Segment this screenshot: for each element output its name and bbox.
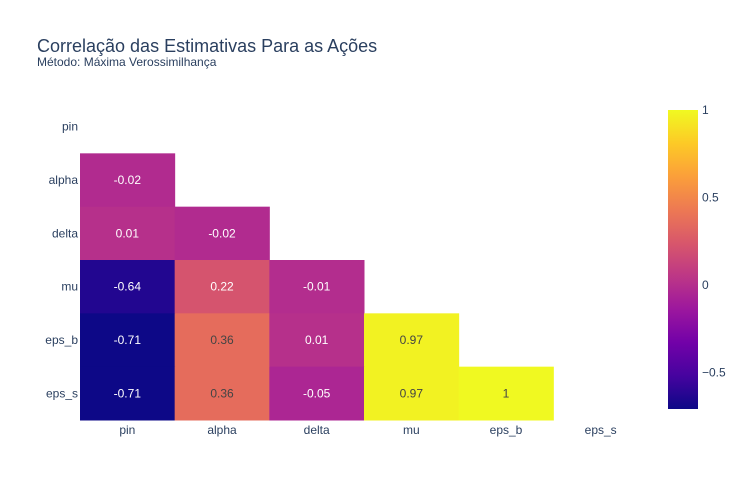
heatmap-cell	[80, 153, 176, 208]
cell-value-label: 0.36	[210, 333, 234, 347]
heatmap-cell	[174, 260, 270, 314]
heatmap-cell	[269, 260, 365, 314]
y-tick-label: eps_s	[46, 386, 78, 400]
heatmap-cells: -0.02 0.01 -0.02 -0.64 0.22 -0.01 -0.71 0.36 0.0…	[80, 153, 554, 421]
cell-value-label: 0.97	[400, 333, 424, 347]
cell-value-label: -0.05	[303, 386, 331, 400]
cell-value-label: 0.22	[210, 280, 234, 294]
cell-value-label: 1	[503, 386, 510, 400]
colorbar-tick-label: −0.5	[702, 365, 726, 379]
chart-title: Correlação das Estimativas Para as Ações	[37, 36, 377, 56]
y-tick-label: delta	[52, 226, 78, 240]
heatmap-cell	[174, 206, 270, 261]
y-tick-label: mu	[61, 280, 78, 294]
colorbar-ticks: 1 0.5 0 −0.5	[702, 103, 726, 379]
x-tick-label: mu	[403, 423, 420, 437]
cell-value-label: -0.01	[303, 280, 331, 294]
y-tick-label: pin	[62, 120, 78, 134]
y-tick-label: eps_b	[45, 333, 78, 347]
cell-value-label: 0.36	[210, 386, 234, 400]
cell-value-label: -0.02	[208, 226, 236, 240]
cell-value-label: 0.97	[400, 386, 424, 400]
cell-value-label: 0.01	[116, 226, 140, 240]
x-tick-label: alpha	[207, 423, 237, 437]
cell-value-label: -0.71	[114, 386, 142, 400]
heatmap-cell	[364, 366, 460, 421]
x-tick-label: delta	[304, 423, 330, 437]
colorbar	[668, 110, 698, 409]
heatmap-cell	[80, 313, 176, 368]
cell-value-label: -0.64	[114, 280, 142, 294]
cell-value-label: -0.71	[114, 333, 142, 347]
cell-value-label: -0.02	[114, 173, 142, 187]
heatmap-cell	[458, 366, 554, 421]
heatmap-cell	[174, 313, 270, 368]
y-axis: pin alpha delta mu eps_b eps_s	[45, 120, 78, 401]
heatmap-cell	[80, 260, 176, 314]
heatmap-cell	[269, 313, 365, 368]
x-tick-label: pin	[119, 423, 135, 437]
cell-value-label: 0.01	[305, 333, 329, 347]
colorbar-tick-label: 0.5	[702, 190, 719, 204]
colorbar-tick-label: 0	[702, 278, 709, 292]
heatmap-cell	[269, 366, 365, 421]
x-tick-label: eps_s	[585, 423, 617, 437]
heatmap-cell	[364, 313, 460, 368]
x-axis: pin alpha delta mu eps_b eps_s	[119, 423, 616, 437]
heatmap-cell	[80, 366, 176, 421]
heatmap-cell	[174, 366, 270, 421]
heatmap-cell	[80, 206, 176, 261]
chart-subtitle: Método: Máxima Verossimilhança	[37, 55, 217, 69]
y-tick-label: alpha	[49, 173, 79, 187]
colorbar-tick-label: 1	[702, 103, 709, 117]
x-tick-label: eps_b	[490, 423, 523, 437]
